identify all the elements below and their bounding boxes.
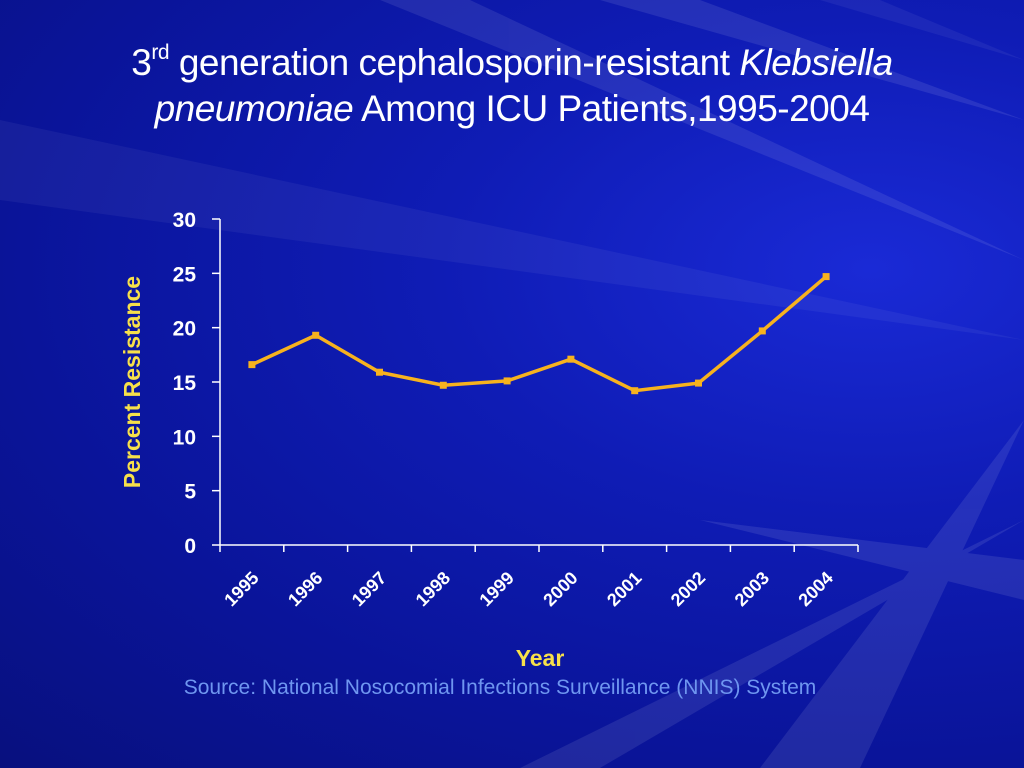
x-tick-label-1995: 1995 xyxy=(220,568,262,610)
x-tick-label-1997: 1997 xyxy=(348,568,390,610)
chart-title: 3rd generation cephalosporin-resistant K… xyxy=(60,40,964,132)
y-tick-label-20: 20 xyxy=(173,318,196,341)
title-italic-species: pneumoniae xyxy=(154,88,354,129)
data-point-1999 xyxy=(503,377,511,385)
data-point-2004 xyxy=(822,273,830,281)
data-point-2001 xyxy=(631,387,639,395)
x-tick-label-1999: 1999 xyxy=(475,568,517,610)
y-tick-label-5: 5 xyxy=(184,481,196,504)
x-tick-label-1998: 1998 xyxy=(412,568,454,610)
y-tick-label-25: 25 xyxy=(173,263,197,286)
source-note: Source: National Nosocomial Infections S… xyxy=(183,676,817,699)
data-point-2000 xyxy=(567,355,575,363)
title-number: 3 xyxy=(131,42,152,83)
series-line xyxy=(251,275,828,393)
x-tick-label-2003: 2003 xyxy=(731,568,773,610)
y-tick-label-30: 30 xyxy=(173,209,196,232)
x-tick-label-2002: 2002 xyxy=(667,568,709,610)
title-part-2: Among ICU Patients,1995-2004 xyxy=(353,88,870,129)
data-point-1998 xyxy=(439,381,447,389)
x-axis-title: Year xyxy=(516,645,565,671)
data-point-2003 xyxy=(758,327,766,335)
x-tick-label-2004: 2004 xyxy=(794,568,836,610)
title-superscript: rd xyxy=(151,41,170,64)
y-tick-label-15: 15 xyxy=(173,372,197,395)
y-tick-label-0: 0 xyxy=(184,535,196,558)
y-axis-title: Percent Resistance xyxy=(119,276,145,488)
data-point-1995 xyxy=(248,361,256,369)
data-point-1996 xyxy=(312,331,320,339)
y-tick-label-10: 10 xyxy=(173,426,196,449)
x-tick-label-2000: 2000 xyxy=(539,568,581,610)
title-part-1: generation cephalosporin-resistant xyxy=(169,42,740,83)
title-italic-genus: Klebsiella xyxy=(739,42,893,83)
x-tick-label-1996: 1996 xyxy=(284,568,326,610)
data-point-1997 xyxy=(376,368,383,376)
data-point-2002 xyxy=(695,379,702,387)
x-tick-label-2001: 2001 xyxy=(603,568,645,610)
